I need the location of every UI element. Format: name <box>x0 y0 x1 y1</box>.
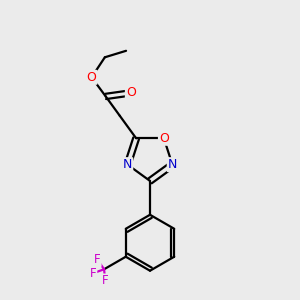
Text: O: O <box>87 71 97 84</box>
Text: O: O <box>126 86 136 99</box>
Text: F: F <box>90 267 96 280</box>
Text: N: N <box>123 158 132 171</box>
Text: O: O <box>159 132 169 145</box>
Text: F: F <box>94 253 101 266</box>
Text: N: N <box>168 158 177 171</box>
Text: F: F <box>102 274 108 287</box>
